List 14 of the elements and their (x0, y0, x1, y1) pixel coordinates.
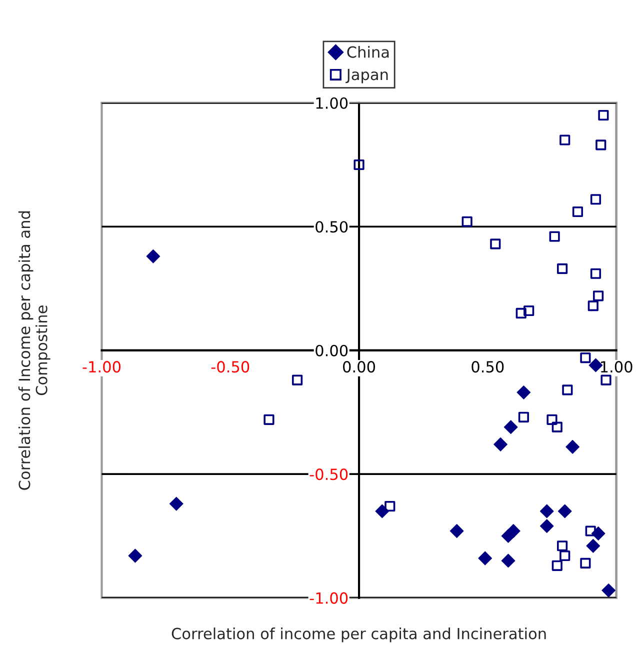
y-tick-label: 0.50 (316, 221, 348, 233)
x-tick-label: -0.50 (211, 361, 250, 373)
x-tick-label: 1.00 (600, 361, 632, 373)
x-axis-title: Correlation of income per capita and Incineration (172, 628, 546, 642)
legend-label: China (347, 46, 389, 58)
y-tick-label: -1.00 (310, 592, 348, 604)
y-tick-label: 1.00 (316, 97, 348, 109)
x-tick-label: 0.00 (343, 361, 376, 373)
x-tick-label: 0.50 (472, 361, 504, 373)
legend-label: Japan (346, 68, 388, 84)
y-tick-label: 0.00 (316, 344, 348, 356)
y-axis-title: Correlation of Income per capita and Compostine (18, 211, 50, 490)
x-tick-label: -1.00 (82, 361, 121, 373)
y-tick-label: -0.50 (310, 468, 348, 480)
